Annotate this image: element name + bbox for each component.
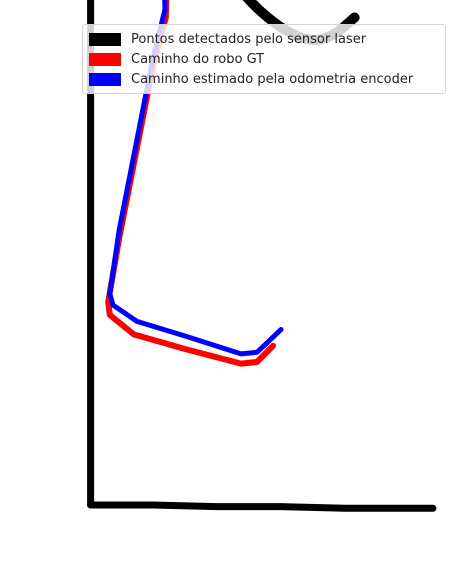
legend-item-gt: Caminho do robo GT bbox=[89, 49, 264, 69]
legend-swatch-gt bbox=[89, 52, 121, 66]
odometry-path-layer bbox=[107, 0, 284, 357]
legend-label-laser: Pontos detectados pelo sensor laser bbox=[131, 31, 367, 47]
legend: Pontos detectados pelo sensor laser Cami… bbox=[82, 24, 446, 94]
legend-swatch-laser bbox=[89, 32, 121, 46]
odometry-path-line bbox=[107, 0, 284, 357]
legend-item-laser: Pontos detectados pelo sensor laser bbox=[89, 29, 366, 49]
legend-item-odometry: Caminho estimado pela odometria encoder bbox=[89, 69, 413, 89]
legend-label-gt: Caminho do robo GT bbox=[131, 51, 265, 67]
legend-swatch-odometry bbox=[89, 72, 121, 86]
laser-segment-bottom-wall bbox=[87, 501, 437, 512]
legend-label-odometry: Caminho estimado pela odometria encoder bbox=[131, 71, 414, 87]
